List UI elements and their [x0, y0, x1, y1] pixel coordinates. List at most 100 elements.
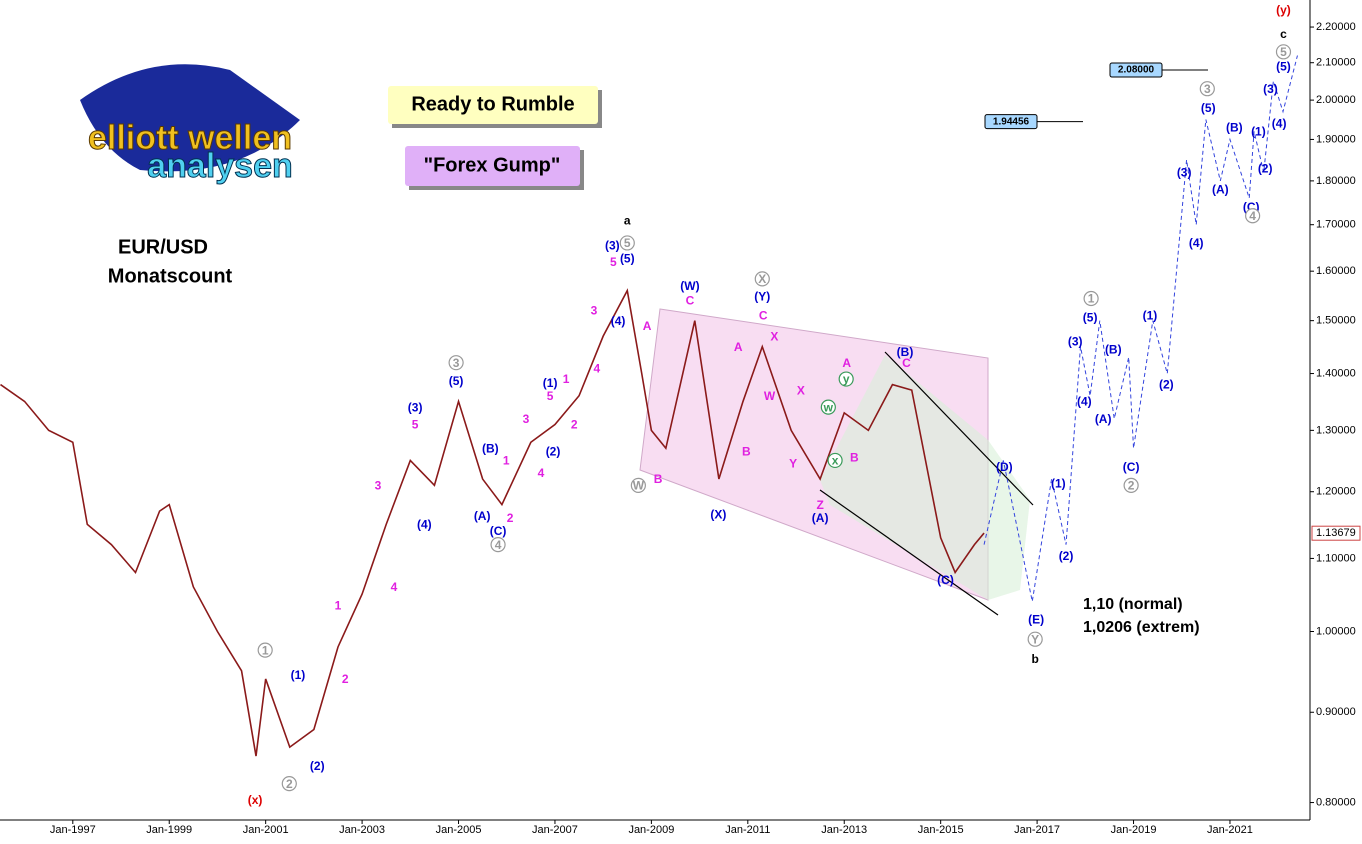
y-tick-label: 1.70000 [1316, 219, 1356, 231]
x-tick-label: Jan-2003 [339, 824, 385, 836]
wave-label: (B) [1105, 342, 1122, 356]
wave-label: B [654, 472, 663, 486]
y-tick-label: 1.60000 [1316, 265, 1356, 277]
price-line [0, 288, 985, 757]
logo-text: analysen [147, 147, 293, 185]
badge-text: "Forex Gump" [424, 154, 561, 176]
wave-label: B [850, 451, 859, 465]
y-tick-label: 0.90000 [1316, 706, 1356, 718]
wave-circle [827, 452, 843, 469]
logo: elliott wellen analysen [80, 64, 300, 185]
wave-label: B [742, 444, 751, 458]
wave-label: (3) [1177, 166, 1192, 180]
price-line [983, 55, 1298, 602]
wave-label: 3 [1204, 82, 1211, 96]
wave-label: (5) [620, 252, 635, 266]
wave-label: (4) [1272, 117, 1287, 131]
badge [405, 146, 580, 186]
x-tick-label: Jan-1997 [50, 824, 96, 836]
wave-circle [1027, 631, 1043, 647]
wave-circle [257, 642, 273, 658]
x-tick-label: Jan-2005 [436, 824, 482, 836]
wave-label: (5) [449, 374, 464, 388]
wave-label: 4 [1249, 209, 1256, 223]
logo-text: elliott wellen [88, 119, 292, 157]
wave-label: (Y) [754, 290, 770, 304]
wave-circle [1275, 44, 1292, 60]
wave-circle [1245, 208, 1261, 224]
wave-label: (B) [897, 345, 914, 359]
wave-label: (2) [310, 759, 325, 773]
wave-label: (1) [1251, 125, 1266, 139]
wave-label: 2 [507, 511, 514, 525]
wave-label: 5 [610, 255, 617, 269]
wave-label: (C) [490, 524, 507, 538]
note: 1,10 (normal) [1083, 596, 1183, 613]
wave-circle [1083, 290, 1099, 307]
y-tick-label: 2.00000 [1316, 94, 1356, 106]
wave-label: A [643, 319, 652, 333]
wave-label: 2 [342, 672, 349, 686]
wave-label: A [734, 340, 743, 354]
y-tick-label: 1.50000 [1316, 315, 1356, 327]
wave-label: (X) [710, 508, 726, 522]
wave-label: (C) [937, 573, 954, 587]
wave-label: A [842, 356, 851, 370]
wave-label: Y [1031, 632, 1039, 646]
last-price-box [1311, 525, 1361, 541]
wave-label: (A) [1095, 412, 1112, 426]
wave-label: (2) [1059, 549, 1074, 563]
logo-flag [80, 64, 300, 172]
x-tick-label: Jan-2007 [532, 824, 578, 836]
wave-circle [281, 776, 297, 792]
x-tick-label: Jan-2011 [725, 824, 770, 836]
chart-title: EUR/USD [118, 236, 208, 258]
channel-line [819, 489, 999, 616]
wave-label: (x) [248, 793, 263, 807]
wave-label: (4) [1077, 395, 1092, 409]
wave-label: c [1280, 27, 1287, 41]
wave-label: X [770, 329, 778, 343]
wave-label: 3 [375, 479, 382, 493]
wave-circle [820, 399, 836, 415]
wave-label: (E) [1028, 612, 1044, 626]
x-tick-label: Jan-2017 [1014, 824, 1060, 836]
y-tick-label: 1.00000 [1316, 625, 1356, 637]
wave-label: 4 [495, 538, 502, 552]
y-tick-label: 1.90000 [1316, 133, 1356, 145]
wave-label: (3) [605, 238, 620, 252]
x-tick-label: Jan-2019 [1111, 824, 1157, 836]
wave-label: (B) [482, 441, 499, 455]
wave-label: (1) [291, 668, 306, 682]
wave-label: W [764, 389, 776, 403]
wave-circle [1123, 477, 1139, 493]
x-tick-label: Jan-2015 [918, 824, 964, 836]
wave-label: (4) [611, 314, 626, 328]
y-tick-label: 0.80000 [1316, 796, 1356, 808]
wave-label: (3) [1263, 82, 1278, 96]
y-tick-label: 2.10000 [1316, 57, 1356, 69]
y-tick-label: 1.20000 [1316, 486, 1356, 498]
wave-label: (W) [680, 279, 699, 293]
wave-label: (2) [546, 444, 561, 458]
y-tick-label: 1.40000 [1316, 367, 1356, 379]
wave-label: b [1032, 652, 1039, 666]
wave-label: (1) [1051, 477, 1066, 491]
wave-label: (4) [417, 518, 432, 532]
channel-line [884, 351, 1034, 506]
wave-label: (3) [408, 400, 423, 414]
wave-label: 2 [571, 418, 578, 432]
wave-label: C [686, 294, 695, 308]
wave-label: (1) [1143, 309, 1158, 323]
wave-label: X [758, 272, 766, 286]
wave-label: x [832, 454, 839, 468]
wave-label: (1) [543, 376, 558, 390]
x-tick-label: Jan-2001 [243, 824, 289, 836]
wave-label: (5) [1083, 310, 1098, 324]
wave-label: 4 [538, 466, 545, 480]
wave-label: 1 [1088, 292, 1095, 306]
wave-label: C [759, 309, 768, 323]
level-label: 1.94456 [993, 116, 1030, 127]
level-label: 2.08000 [1118, 65, 1155, 76]
wave-label: 5 [547, 389, 554, 403]
